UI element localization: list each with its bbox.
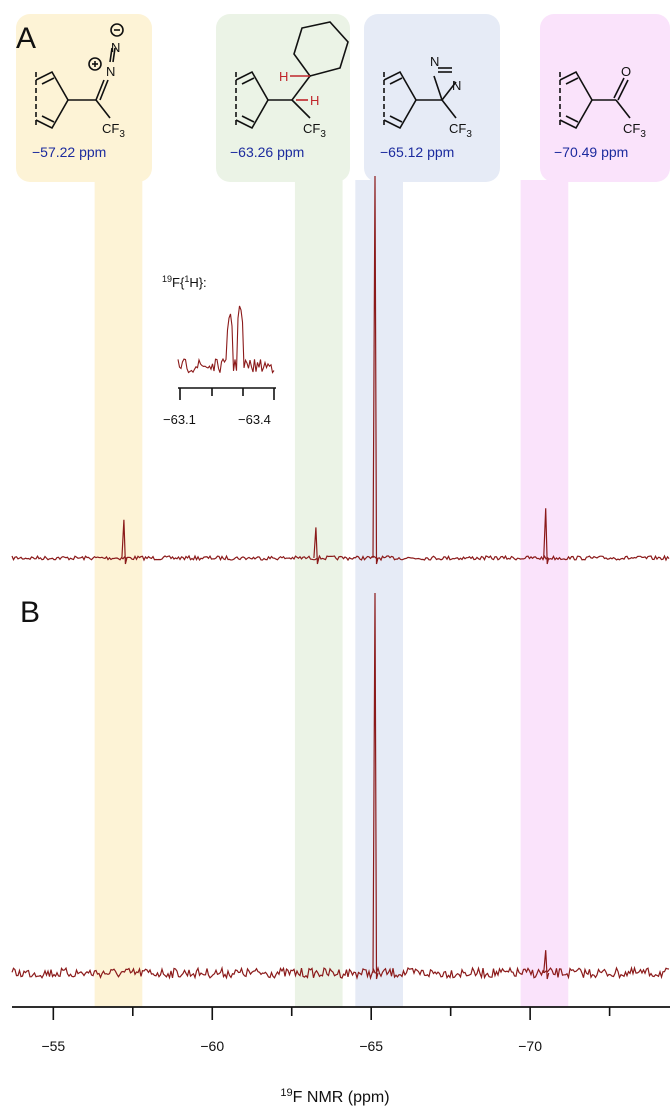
- inset-tick-label-1: −63.4: [238, 412, 271, 427]
- ppm-label-alkyl: −63.26 ppm: [230, 144, 304, 160]
- structure-box-alkyl: [216, 14, 350, 182]
- x-ticks: −55 −60 −65 −70: [41, 1007, 611, 1054]
- x-tick-label: −55: [41, 1038, 65, 1054]
- x-axis-label: 19F NMR (ppm): [280, 1087, 389, 1106]
- diazirine-n1-label: N: [430, 54, 439, 69]
- structure-ketone: [559, 70, 631, 130]
- inset-title-sup2: 1: [184, 274, 189, 284]
- diazirine-n2-label: N: [452, 78, 461, 93]
- alkyl-h2-label: H: [310, 93, 319, 108]
- ppm-label-ketone: −70.49 ppm: [554, 144, 628, 160]
- structure-alkyl: [235, 21, 349, 130]
- x-axis-label-text: F NMR (ppm): [293, 1089, 390, 1106]
- diazo-n1-label: N: [106, 64, 115, 79]
- inset-trace: [177, 305, 275, 374]
- highlight-bands: [94, 180, 569, 1007]
- highlight-band-alkyl: [294, 180, 343, 1007]
- highlight-band-diazo: [94, 180, 143, 1007]
- ppm-label-diazirine: −65.12 ppm: [380, 144, 454, 160]
- panel-label-b: B: [20, 596, 40, 629]
- structure-box-diazirine: [364, 14, 500, 182]
- x-tick-label: −70: [518, 1038, 542, 1054]
- alkyl-h1-label: H: [279, 69, 288, 84]
- inset-title: 19F{1H}:: [162, 274, 207, 290]
- x-tick-label: −60: [200, 1038, 224, 1054]
- ketone-o-label: O: [621, 64, 631, 79]
- inset-tick-label-0: −63.1: [163, 412, 196, 427]
- panel-label-a: A: [16, 22, 36, 55]
- structure-box-diazo: [16, 14, 152, 182]
- x-axis-label-sup: 19: [280, 1087, 292, 1099]
- spectrum-trace-a: [11, 175, 670, 565]
- structure-diazirine: [383, 67, 457, 130]
- ppm-label-diazo: −57.22 ppm: [32, 144, 106, 160]
- x-tick-label: −65: [359, 1038, 383, 1054]
- diazo-n2-label: N: [111, 40, 120, 55]
- spectrum-trace-b: [11, 592, 670, 981]
- highlight-band-diazirine: [355, 180, 403, 1007]
- inset-axis: [178, 387, 276, 400]
- inset-title-mid: F{: [172, 275, 185, 290]
- structure-box-ketone: [540, 14, 670, 182]
- highlight-band-ketone: [520, 180, 569, 1007]
- structure-diazo: [35, 23, 124, 130]
- inset-title-sup1: 19: [162, 274, 172, 284]
- inset-title-end: H}:: [189, 275, 206, 290]
